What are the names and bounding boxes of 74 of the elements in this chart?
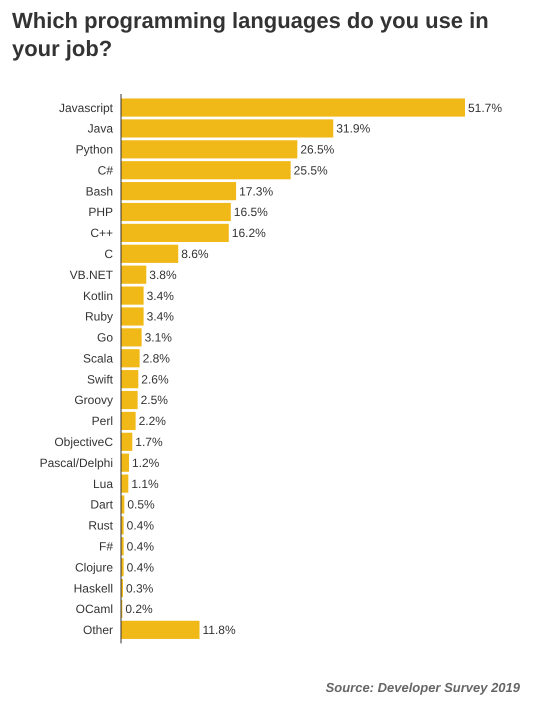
bar xyxy=(121,307,144,326)
data-label: 1.2% xyxy=(132,456,160,470)
bar xyxy=(121,349,140,368)
data-label: 0.4% xyxy=(126,560,154,574)
bar xyxy=(121,454,129,472)
y-tick-label: Java xyxy=(88,122,114,136)
y-tick-label: Groovy xyxy=(74,393,113,408)
bar xyxy=(121,202,231,222)
data-label: 2.8% xyxy=(142,351,170,366)
data-label: 0.5% xyxy=(127,498,156,512)
y-tick-label: Scala xyxy=(82,351,114,366)
y-tick-label: Clojure xyxy=(74,560,114,574)
data-label: 2.6% xyxy=(141,372,169,386)
bar xyxy=(121,412,136,430)
y-tick-label: C++ xyxy=(90,226,113,240)
data-label: 0.3% xyxy=(126,581,154,596)
bar xyxy=(121,474,128,493)
y-tick-label: Go xyxy=(96,330,114,345)
y-tick-label: Dart xyxy=(90,498,114,512)
y-tick-label: Bash xyxy=(86,184,113,198)
bar xyxy=(121,390,138,410)
source-note: Source: Developer Survey 2019 xyxy=(326,680,521,695)
data-label: 31.9% xyxy=(336,122,371,136)
bar xyxy=(121,328,142,346)
data-label: 3.4% xyxy=(146,310,174,324)
data-label: 51.7% xyxy=(468,100,502,115)
y-tick-label: Perl xyxy=(92,414,113,428)
data-label: 0.2% xyxy=(125,602,154,616)
data-label: 26.5% xyxy=(300,142,335,157)
y-tick-label: Haskell xyxy=(74,581,113,596)
y-tick-label: Python xyxy=(76,142,113,157)
bar xyxy=(121,119,334,138)
data-label: 3.1% xyxy=(144,330,172,345)
data-label: 3.8% xyxy=(149,268,177,282)
bar xyxy=(121,266,146,284)
bar xyxy=(121,432,132,451)
y-tick-label: C xyxy=(104,246,114,261)
bar xyxy=(121,161,291,180)
data-label: 16.2% xyxy=(232,226,266,240)
y-tick-label: Swift xyxy=(86,372,114,386)
y-tick-label: PHP xyxy=(88,205,113,220)
y-tick-label: F# xyxy=(98,539,114,554)
bar xyxy=(121,286,144,305)
data-label: 25.5% xyxy=(294,163,328,178)
data-label: 3.4% xyxy=(146,288,174,303)
chart-title: Which programming languages do you use in your job? xyxy=(12,8,489,61)
bar xyxy=(121,182,236,200)
data-label: 0.4% xyxy=(126,518,154,533)
data-label: 11.8% xyxy=(202,623,236,638)
y-tick-label: Pascal/Delphi xyxy=(40,456,113,470)
y-tick-label: ObjectiveC xyxy=(54,435,114,450)
bar xyxy=(121,98,465,117)
y-tick-label: Rust xyxy=(88,518,114,533)
data-label: 1.1% xyxy=(131,476,159,491)
data-label: 1.7% xyxy=(135,435,163,450)
data-label: 16.5% xyxy=(234,205,268,220)
data-label: 17.3% xyxy=(239,184,274,198)
y-tick-label: Javascript xyxy=(58,100,114,115)
bar xyxy=(121,620,200,639)
y-tick-label: Other xyxy=(82,623,113,638)
y-tick-label: OCaml xyxy=(76,602,113,616)
y-tick-label: Kotlin xyxy=(82,288,113,303)
bar xyxy=(121,370,138,388)
y-tick-label: Ruby xyxy=(84,310,113,324)
y-tick-label: Lua xyxy=(92,476,114,491)
data-label: 2.2% xyxy=(138,414,166,428)
data-label: 2.5% xyxy=(140,393,168,408)
bar xyxy=(121,224,229,242)
y-tick-label: VB.NET xyxy=(70,268,114,282)
bar xyxy=(121,140,298,158)
data-label: 8.6% xyxy=(181,246,209,261)
data-label: 0.4% xyxy=(126,539,154,554)
y-tick-label: C# xyxy=(98,163,114,178)
bar xyxy=(121,244,178,263)
